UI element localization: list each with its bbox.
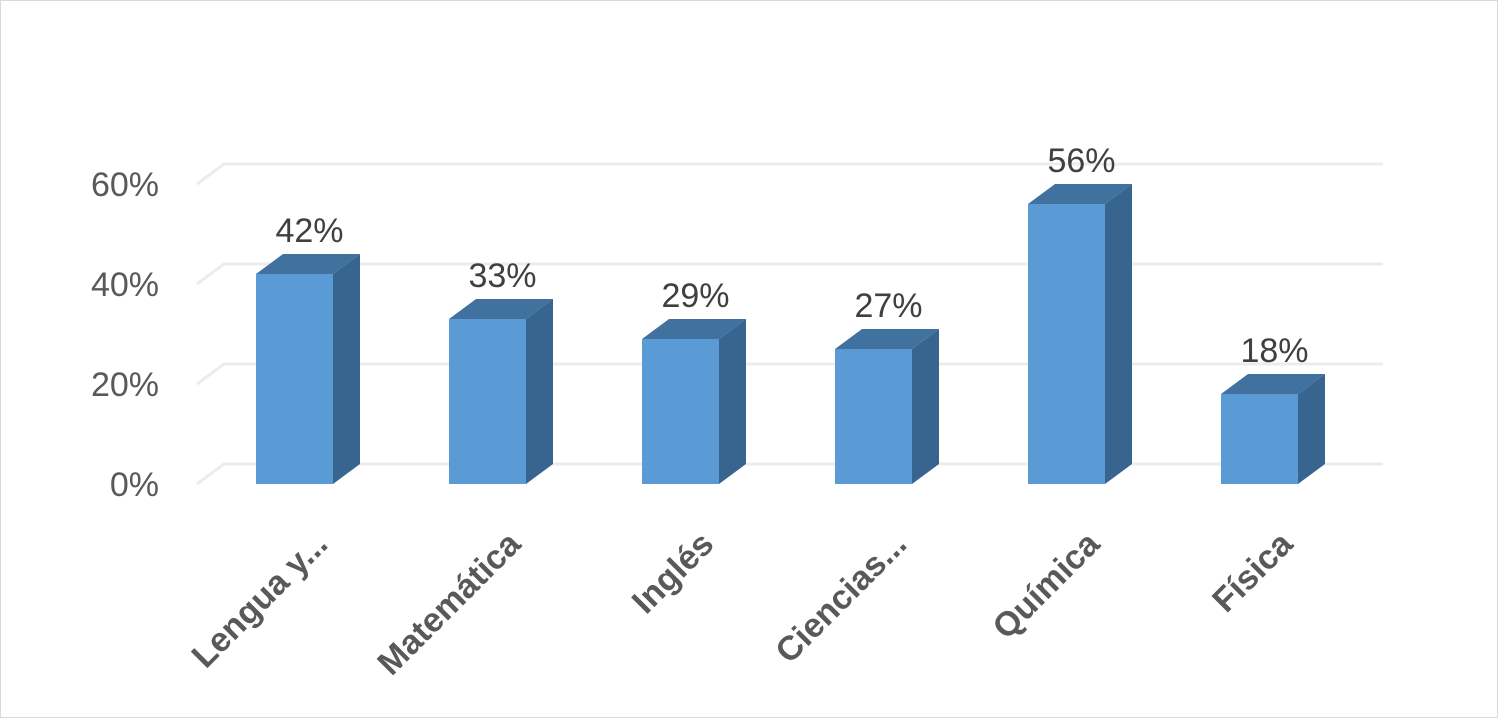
bar-front (642, 339, 719, 484)
gridline (196, 262, 1383, 286)
y-tick-label: 0% (110, 466, 159, 504)
bar-side (1298, 374, 1325, 484)
y-tick-label: 40% (91, 266, 159, 304)
data-labels: 42% 33% 29% 27% 56% 18% (275, 142, 1308, 370)
bar (256, 254, 360, 484)
data-label: 27% (854, 287, 922, 325)
bar-top (1028, 184, 1132, 204)
data-label: 56% (1047, 142, 1115, 180)
bar-side (526, 299, 553, 484)
bars (256, 184, 1325, 484)
bar-side (719, 319, 746, 484)
data-label: 33% (468, 257, 536, 295)
bar-front (1221, 394, 1298, 484)
category-label: Física (1205, 524, 1301, 620)
bar (449, 299, 553, 484)
bar-front (835, 349, 912, 484)
bar (642, 319, 746, 484)
category-label: Inglés (625, 525, 721, 621)
bar-front (256, 274, 333, 484)
bar-top (449, 299, 553, 319)
category-label: Lengua y... (184, 525, 335, 676)
data-label: 29% (661, 277, 729, 315)
bar-side (333, 254, 360, 484)
bar-side (912, 329, 939, 484)
gridline (196, 362, 1383, 386)
gridline (196, 462, 1383, 486)
bar-front (1028, 204, 1105, 484)
bar (1028, 184, 1132, 484)
y-tick-label: 20% (91, 366, 159, 404)
category-label: Matemática (370, 524, 529, 683)
bar-side (1105, 184, 1132, 484)
data-label: 42% (275, 212, 343, 250)
y-axis-ticks: 0% 20% 40% 60% (91, 166, 159, 504)
bar-top (1221, 374, 1325, 394)
y-tick-label: 60% (91, 166, 159, 204)
bar (1221, 374, 1325, 484)
gridline (196, 162, 1383, 186)
bar-front (449, 319, 526, 484)
category-label: Ciencias... (768, 525, 914, 671)
bar-top (642, 319, 746, 339)
bar (835, 329, 939, 484)
gridlines (196, 162, 1383, 486)
category-labels: Lengua y... Matemática Inglés Ciencias... Qu… (184, 524, 1300, 683)
bar-top (835, 329, 939, 349)
data-label: 18% (1240, 332, 1308, 370)
category-label: Química (985, 524, 1108, 647)
bar-top (256, 254, 360, 274)
